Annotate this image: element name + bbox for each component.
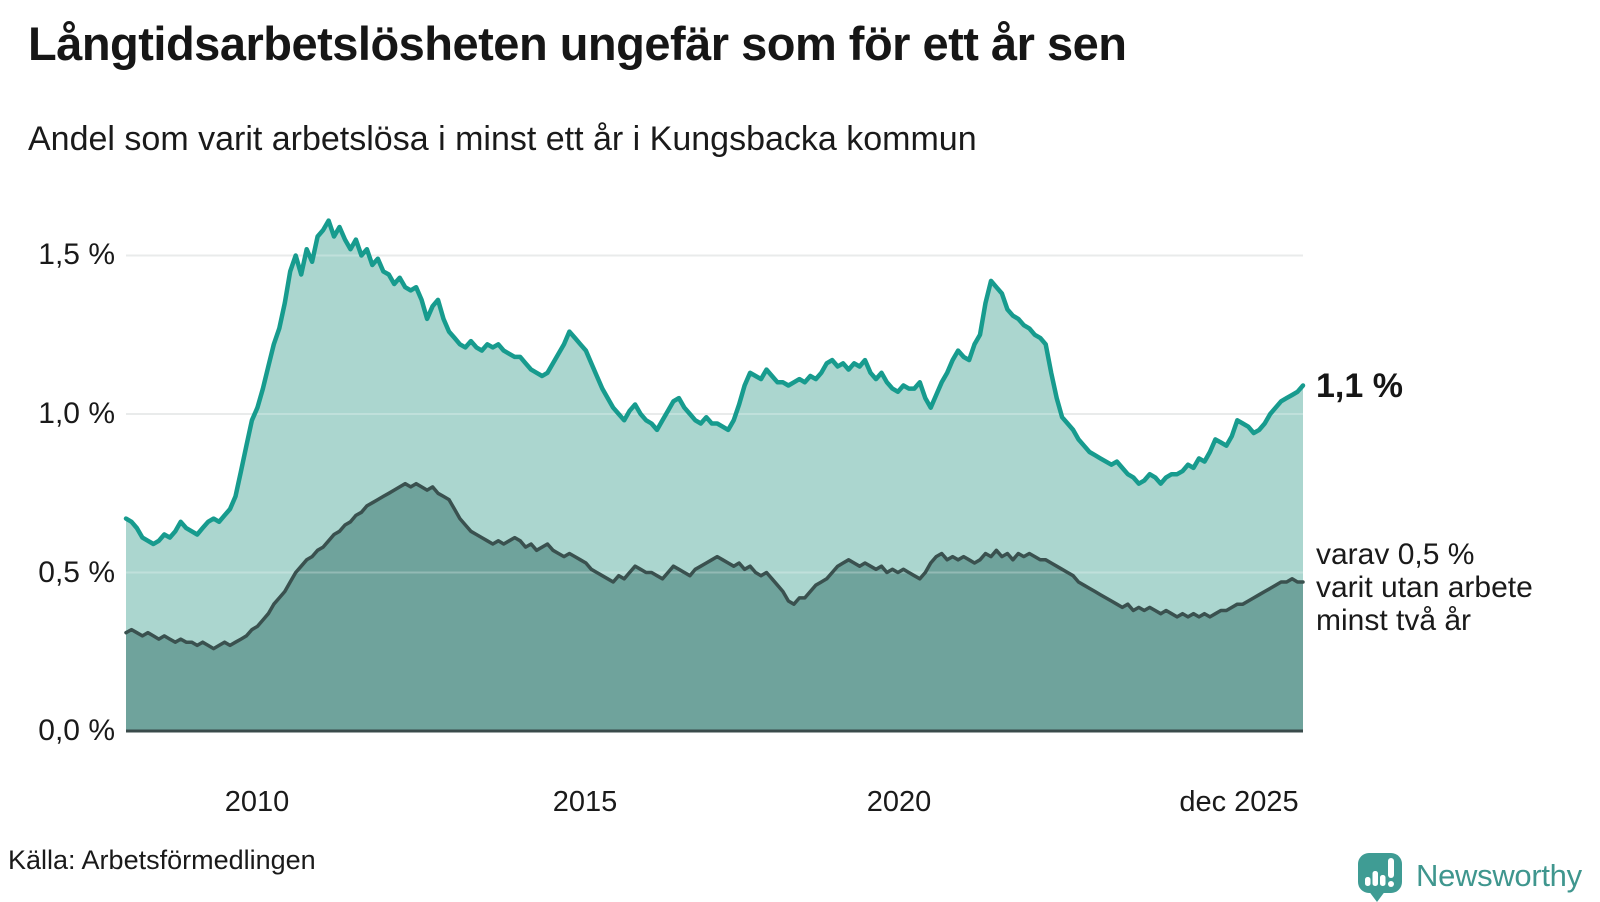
x-axis-tick-label: 2020 xyxy=(866,786,932,818)
twoyear-annotation-line: minst två år xyxy=(1316,604,1472,637)
newsworthy-logo-icon xyxy=(1358,853,1402,902)
x-axis-tick-label: 2015 xyxy=(552,786,618,818)
y-axis-tick-label: 1,0 % xyxy=(38,397,115,430)
y-axis-tick-label: 0,5 % xyxy=(38,556,115,589)
page-title: Långtidsarbetslösheten ungefär som för e… xyxy=(28,17,1127,70)
newsworthy-logo-text: Newsworthy xyxy=(1416,858,1582,893)
y-axis-tick-label: 0,0 % xyxy=(38,714,115,747)
source-credit: Källa: Arbetsförmedlingen xyxy=(8,845,316,875)
y-axis-tick-label: 1,5 % xyxy=(38,238,115,271)
newsworthy-logo: Newsworthy xyxy=(1356,850,1582,902)
series-twoyear-area xyxy=(126,483,1303,731)
latest-value-annotation: 1,1 % xyxy=(1316,367,1403,405)
series-twoyear-line xyxy=(124,481,1305,651)
x-axis-tick-label: dec 2025 xyxy=(1179,786,1299,818)
chart-subtitle: Andel som varit arbetslösa i minst ett å… xyxy=(28,120,977,158)
twoyear-annotation: varav 0,5 % varit utan arbete minst två … xyxy=(1316,538,1533,637)
x-axis-tick-label: 2010 xyxy=(224,786,290,818)
series-total-line xyxy=(123,218,1306,547)
twoyear-annotation-line: varit utan arbete xyxy=(1316,571,1533,604)
twoyear-annotation-line: varav 0,5 % xyxy=(1316,538,1475,571)
